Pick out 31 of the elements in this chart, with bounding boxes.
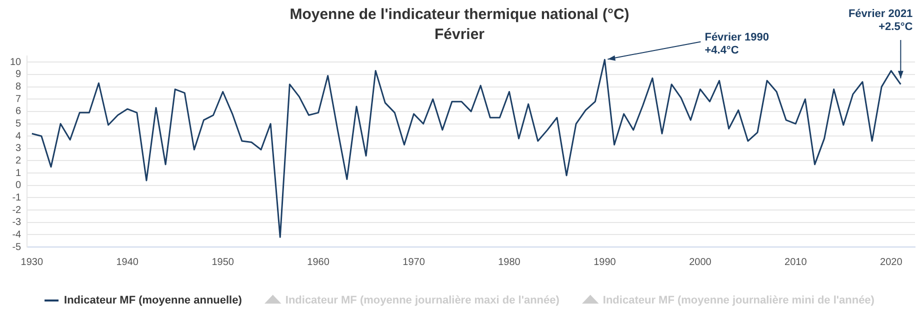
- y-tick-label: 5: [16, 118, 22, 130]
- x-tick-label: 1990: [594, 256, 616, 268]
- x-tick-label: 1960: [307, 256, 330, 268]
- chart-subtitle: Février: [434, 26, 485, 44]
- x-tick-label: 1980: [498, 256, 521, 268]
- y-tick-label: 7: [16, 94, 22, 105]
- y-tick-label: -1: [12, 192, 22, 204]
- annotation: Février 1990 +4.4°C: [704, 32, 769, 57]
- y-tick-label: 3: [16, 143, 22, 154]
- y-tick-label: 6: [16, 106, 22, 118]
- y-tick-label: -2: [12, 204, 22, 216]
- y-tick-label: 2: [16, 155, 22, 166]
- legend-label: Indicateur MF (moyenne annuelle): [64, 294, 242, 307]
- y-tick-label: 8: [16, 82, 22, 93]
- y-tick-label: -4: [12, 229, 22, 240]
- x-tick-label: 2000: [689, 256, 712, 268]
- x-tick-label: 1950: [212, 256, 234, 268]
- y-tick-label: -3: [12, 217, 22, 228]
- y-tick-label: 4: [16, 130, 22, 142]
- y-tick-label: 10: [10, 56, 22, 68]
- x-tick-label: 1940: [116, 256, 139, 268]
- x-tick-label: 1970: [402, 256, 426, 268]
- x-tick-label: 1930: [20, 256, 44, 268]
- x-tick-label: 2010: [784, 256, 808, 268]
- y-tick-label: 0: [16, 180, 22, 192]
- annotation: Février 2021 +2.5°C: [848, 8, 913, 34]
- y-tick-label: -5: [12, 242, 22, 253]
- y-tick-label: 1: [16, 168, 22, 179]
- x-tick-label: 2020: [880, 256, 903, 268]
- y-tick-label: 9: [16, 69, 22, 80]
- chart-title: Moyenne de l'indicateur thermique national (°C): [290, 6, 630, 24]
